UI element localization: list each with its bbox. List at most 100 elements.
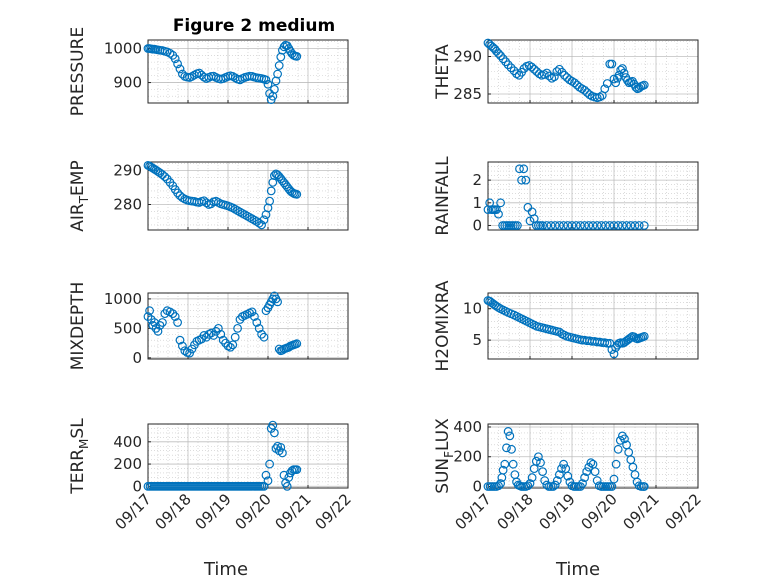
series-markers [143, 160, 302, 230]
data-point [538, 467, 547, 477]
data-point [542, 68, 552, 78]
data-point [559, 221, 568, 230]
data-point [555, 64, 564, 74]
y-axis-label: SUNFLUX [433, 418, 456, 494]
subplot-4: 0 1 2 RAINFALL [433, 156, 699, 236]
y-tick-label: 285 [453, 85, 482, 103]
data-point [259, 215, 269, 225]
data-point [622, 221, 631, 230]
data-point [582, 467, 592, 477]
data-point [527, 473, 537, 482]
data-point [580, 473, 589, 482]
series-markers [143, 420, 302, 491]
y-axis-label: AIRTEMP [68, 160, 91, 231]
data-point [292, 465, 302, 475]
data-point [525, 216, 535, 226]
axes-box [487, 161, 699, 231]
data-point [266, 186, 276, 196]
data-point [247, 307, 257, 317]
data-point [157, 170, 167, 179]
data-point [584, 221, 594, 230]
y-tick-label: 1000 [104, 290, 142, 308]
data-point [634, 221, 644, 230]
data-point [274, 61, 284, 70]
data-point [557, 67, 567, 77]
x-axis-label: Time [555, 559, 600, 580]
data-point [549, 72, 559, 82]
data-point [527, 62, 537, 72]
subplot-3: 280 290 AIRTEMP [68, 160, 349, 232]
data-point [160, 172, 170, 182]
axes-box [487, 423, 699, 489]
y-tick-label: 900 [113, 74, 142, 92]
data-point [252, 318, 262, 327]
series-markers [483, 164, 649, 230]
data-point [615, 435, 625, 445]
y-tick-label: 0 [132, 349, 142, 367]
data-point [580, 221, 589, 230]
data-point [567, 221, 577, 230]
y-tick-label: 10 [463, 300, 482, 318]
data-point [605, 221, 615, 230]
y-axis-label: THETA [433, 44, 453, 100]
y-tick-label: 280 [113, 196, 142, 214]
data-point [230, 332, 240, 342]
data-point [270, 428, 279, 438]
y-tick-label: 0 [472, 216, 482, 234]
data-point [548, 482, 558, 491]
data-point [639, 331, 649, 341]
data-point [501, 57, 511, 67]
data-point [216, 329, 226, 339]
data-point [173, 59, 183, 69]
data-point [609, 349, 619, 359]
data-point [563, 471, 573, 481]
data-point [571, 221, 581, 230]
data-point [525, 479, 535, 488]
data-point [494, 209, 503, 219]
axes-box [147, 39, 349, 104]
data-point [273, 297, 283, 307]
series-markers [483, 38, 649, 103]
data-point [550, 221, 560, 230]
data-point [514, 70, 524, 80]
y-axis-label: PRESSURE [68, 27, 88, 116]
data-point [173, 318, 183, 327]
data-point [552, 67, 562, 76]
data-point [494, 303, 503, 312]
data-point [292, 189, 302, 199]
x-axis-label: Time [203, 559, 248, 580]
data-point [276, 442, 286, 452]
data-point [534, 452, 543, 462]
data-point [517, 175, 526, 185]
data-point [538, 221, 547, 230]
data-point [531, 456, 541, 466]
y-tick-label: 2 [472, 171, 482, 189]
data-point [173, 188, 183, 198]
data-point [540, 476, 550, 485]
data-point [249, 312, 259, 321]
data-point [507, 444, 516, 454]
data-point [270, 84, 279, 94]
data-point [563, 221, 573, 230]
data-point [557, 464, 566, 474]
data-point [263, 476, 273, 486]
data-point [560, 70, 569, 80]
data-point [626, 221, 636, 230]
data-point [225, 342, 235, 352]
figure-title: Figure 2 medium [173, 16, 335, 36]
data-point [611, 459, 621, 469]
data-point [259, 332, 269, 342]
data-point [218, 335, 228, 345]
data-point [254, 323, 264, 333]
data-point [211, 326, 221, 336]
series-markers [143, 40, 302, 104]
data-point [597, 221, 606, 230]
data-point [555, 221, 564, 230]
data-point [618, 64, 627, 73]
data-point [580, 85, 589, 95]
data-point [494, 49, 503, 58]
data-point [153, 326, 163, 336]
